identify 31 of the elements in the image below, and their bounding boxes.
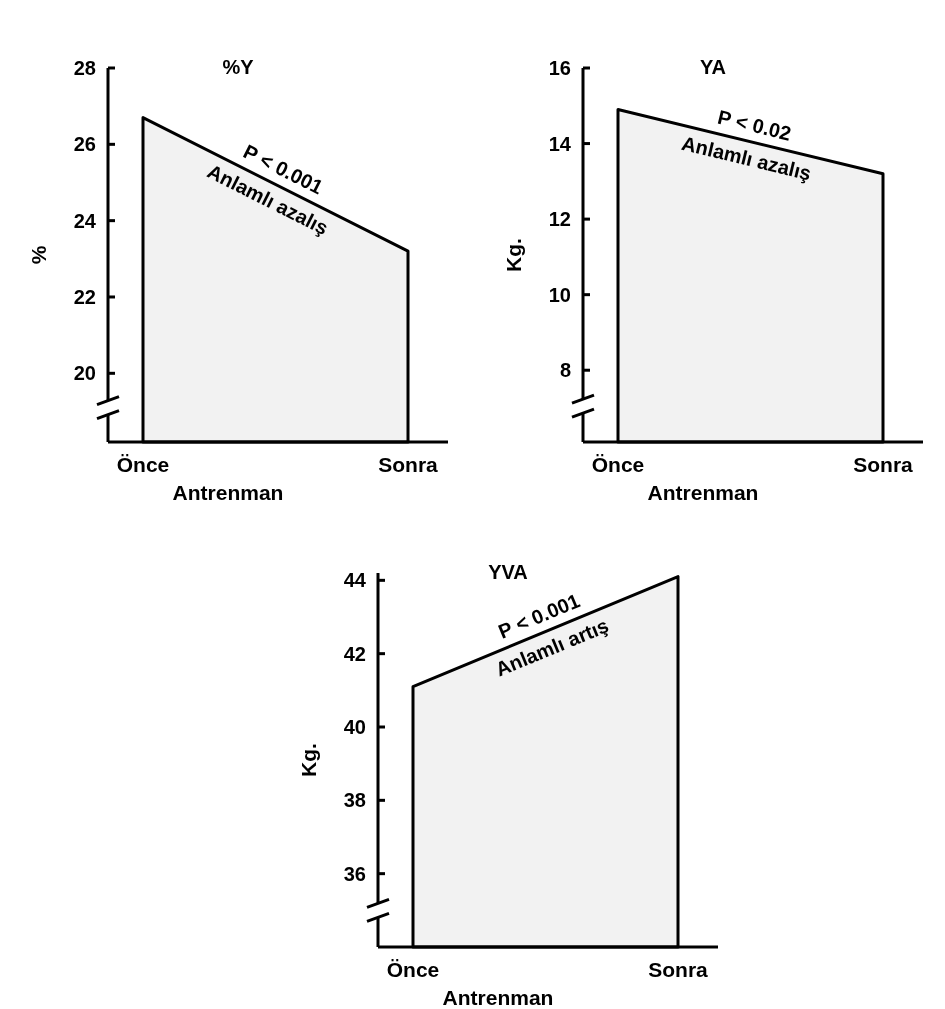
x-axis-title: Antrenman (442, 986, 554, 1009)
y-tick-label: 26 (73, 133, 96, 156)
x-tick-label: Sonra (378, 453, 439, 476)
y-tick-label: 36 (343, 862, 366, 885)
y-tick-label: 40 (343, 716, 366, 738)
x-tick-label: Sonra (648, 958, 709, 981)
y-tick-label: 20 (73, 362, 96, 385)
chart-title: YVA (488, 561, 528, 583)
y-tick-label: 38 (343, 789, 366, 812)
annotation: P < 0.02 (715, 105, 794, 145)
x-axis-title: Antrenman (647, 481, 759, 504)
y-axis-title: Kg. (297, 743, 320, 777)
x-tick-label: Sonra (853, 453, 914, 476)
y-tick-label: 12 (548, 208, 571, 231)
y-axis-title: % (27, 245, 50, 265)
x-tick-label: Önce (116, 453, 170, 476)
y-tick-label: 28 (73, 57, 96, 79)
x-axis-title: Antrenman (172, 481, 284, 504)
x-tick-label: Önce (591, 453, 645, 476)
y-tick-label: 22 (73, 285, 96, 308)
chart-title: YA (700, 56, 726, 78)
y-tick-label: 44 (343, 569, 367, 592)
y-tick-label: 8 (559, 359, 571, 382)
y-axis-title: Kg. (502, 238, 525, 272)
y-tick-label: 10 (548, 283, 571, 306)
y-tick-label: 16 (548, 57, 571, 79)
y-tick-label: 14 (548, 132, 572, 155)
chart-title: %Y (222, 56, 255, 78)
x-tick-label: Önce (386, 958, 440, 981)
y-tick-label: 24 (73, 209, 97, 232)
y-tick-label: 42 (343, 642, 366, 665)
